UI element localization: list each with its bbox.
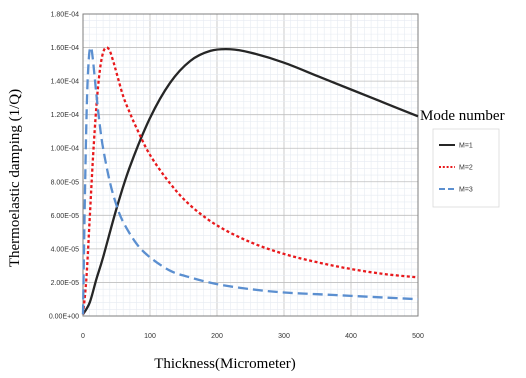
- y-tick-label: 1.40E-04: [51, 79, 80, 86]
- x-tick-label: 300: [278, 333, 290, 340]
- x-tick-label: 400: [345, 333, 357, 340]
- plot-area-border: [82, 13, 419, 317]
- series-line-m3: [81, 46, 419, 315]
- legend: M=1 M=2 M=3: [439, 143, 473, 194]
- series-line-m2: [81, 46, 419, 315]
- y-tick-label: 4.00E-05: [51, 246, 80, 253]
- y-tick-label: 0.00E+00: [49, 314, 79, 321]
- grid: [83, 14, 418, 316]
- y-tick-label: 6.00E-05: [51, 213, 80, 220]
- x-tick-label: 200: [211, 333, 223, 340]
- y-tick-label: 8.00E-05: [51, 179, 80, 186]
- y-tick-label: 2.00E-05: [51, 280, 80, 287]
- series-lines: [81, 46, 419, 315]
- y-tick-label: 1.20E-04: [51, 112, 80, 119]
- x-tick-label: 500: [412, 333, 424, 340]
- x-tick-label: 100: [144, 333, 156, 340]
- y-tick-label: 1.00E-04: [51, 146, 80, 153]
- legend-label: M=1: [459, 143, 473, 150]
- legend-label: M=2: [459, 165, 473, 172]
- y-axis-ticks: 0.00E+00 2.00E-05 4.00E-05 6.00E-05 8.00E-05…: [49, 12, 79, 321]
- x-axis-ticks: 0 100 200 300 400 500: [81, 333, 424, 340]
- y-tick-label: 1.60E-04: [51, 45, 80, 52]
- y-tick-label: 1.80E-04: [51, 12, 80, 19]
- series-line-m1: [82, 47, 419, 315]
- x-tick-label: 0: [81, 333, 85, 340]
- legend-title: Mode number: [420, 108, 505, 124]
- x-axis-title: Thickness(Micrometer): [154, 356, 296, 372]
- y-axis-title: Thermoelastic damping (1/Q): [7, 89, 23, 267]
- legend-label: M=3: [459, 187, 473, 194]
